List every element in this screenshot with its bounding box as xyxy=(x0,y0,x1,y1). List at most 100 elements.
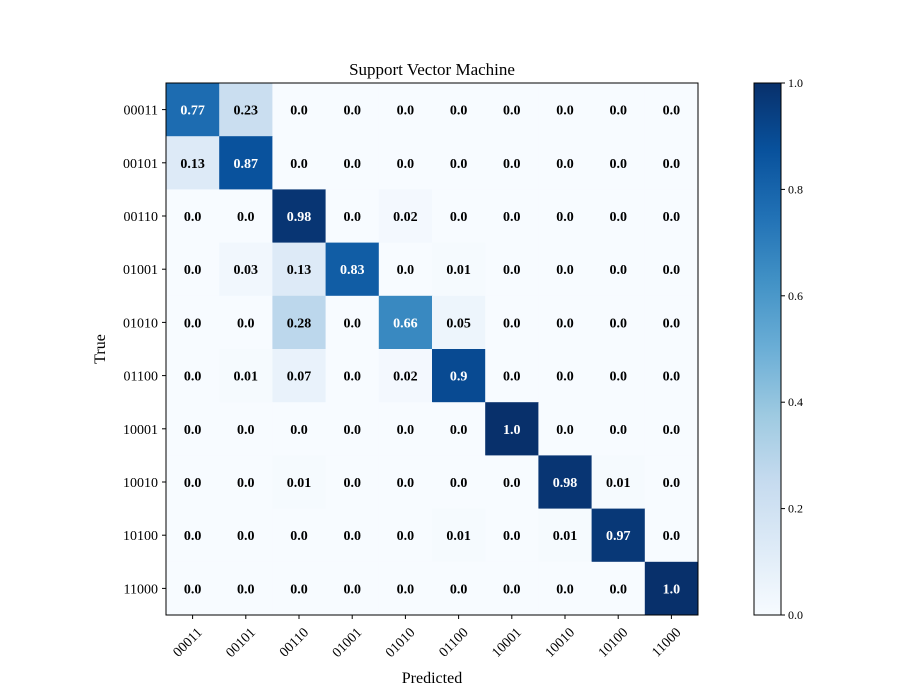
cell-value-label: 0.0 xyxy=(343,104,361,119)
cell-value-label: 0.0 xyxy=(556,263,574,278)
heatmap-cell xyxy=(166,349,220,403)
heatmap-cell xyxy=(219,189,273,244)
cell-value-label: 0.0 xyxy=(184,370,202,385)
cell-value-label: 0.0 xyxy=(237,210,255,225)
heatmap-cell xyxy=(538,455,593,510)
heatmap-cell xyxy=(538,189,593,244)
heatmap-cell xyxy=(378,508,433,563)
heatmap-cell xyxy=(272,402,327,456)
cell-value-label: 0.05 xyxy=(446,316,471,331)
cell-value-label: 0.0 xyxy=(343,529,361,544)
cell-value-label: 0.23 xyxy=(234,104,259,119)
heatmap-cell xyxy=(485,189,539,244)
x-tick-label: 00101 xyxy=(223,625,258,660)
cell-value-label: 0.0 xyxy=(556,370,574,385)
cell-value-label: 0.07 xyxy=(287,370,312,385)
y-tick-label: 00110 xyxy=(124,210,158,225)
heatmap-cell xyxy=(644,349,699,403)
heatmap-cell xyxy=(166,83,220,137)
cell-value-label: 0.0 xyxy=(184,529,202,544)
heatmap-cell xyxy=(378,349,433,403)
heatmap-cell xyxy=(378,242,433,297)
heatmap-cell xyxy=(538,136,593,190)
heatmap-cell xyxy=(272,189,327,244)
heatmap-cell xyxy=(219,242,273,297)
heatmap-cell xyxy=(538,83,593,137)
colorbar-ticks: 0.0 0.2 0.4 0.6 0.8 1.0 xyxy=(781,76,803,622)
cell-value-label: 0.02 xyxy=(393,210,418,225)
x-axis-label: Predicted xyxy=(402,670,462,687)
heatmap-cell xyxy=(644,189,699,244)
heatmap-cell xyxy=(538,242,593,297)
cell-value-label: 0.0 xyxy=(397,423,415,438)
colorbar-tick-label: 1.0 xyxy=(788,76,803,90)
cell-value-label: 0.28 xyxy=(287,316,312,331)
cell-value-label: 0.0 xyxy=(609,423,627,438)
cell-value-label: 0.0 xyxy=(343,423,361,438)
x-tick-label: 11000 xyxy=(649,625,684,660)
cell-value-label: 0.0 xyxy=(290,104,308,119)
heatmap-cell xyxy=(219,455,273,510)
y-tick-label: 01100 xyxy=(124,370,158,385)
cell-value-label: 0.0 xyxy=(609,210,627,225)
cell-value-label: 0.0 xyxy=(556,423,574,438)
x-tick-label: 01001 xyxy=(330,625,365,660)
x-tick-label: 01010 xyxy=(383,625,418,660)
cell-value-label: 0.87 xyxy=(234,157,259,172)
cell-value-label: 0.0 xyxy=(184,316,202,331)
cell-value-label: 0.0 xyxy=(450,423,468,438)
colorbar-tick-label: 0.6 xyxy=(788,289,803,303)
cell-value-label: 0.0 xyxy=(343,476,361,491)
cell-value-label: 0.0 xyxy=(503,104,521,119)
heatmap-cell xyxy=(166,242,220,297)
y-tick-label: 01001 xyxy=(123,263,158,278)
heatmap-cell xyxy=(325,189,380,244)
cell-value-label: 0.0 xyxy=(397,476,415,491)
x-tick-label: 01100 xyxy=(437,625,472,660)
cell-value-label: 0.0 xyxy=(290,423,308,438)
heatmap-cell xyxy=(591,295,646,350)
cell-value-label: 0.0 xyxy=(237,582,255,597)
y-tick-label: 10010 xyxy=(123,476,158,491)
heatmap-cell xyxy=(538,508,593,563)
cell-value-label: 0.0 xyxy=(290,529,308,544)
cell-value-label: 0.0 xyxy=(343,157,361,172)
colorbar-tick-label: 0.0 xyxy=(788,608,803,622)
x-tick-label: 10001 xyxy=(489,625,524,660)
heatmap-cell xyxy=(644,83,699,137)
cell-value-label: 0.0 xyxy=(397,104,415,119)
heatmap-cell xyxy=(485,83,539,137)
y-tick-label: 01010 xyxy=(123,316,158,331)
cell-value-label: 0.0 xyxy=(663,423,681,438)
heatmap-cell xyxy=(325,561,380,616)
heatmap-cell xyxy=(378,83,433,137)
cell-value-label: 0.0 xyxy=(663,210,681,225)
heatmap-cell xyxy=(166,508,220,563)
cell-value-label: 0.0 xyxy=(237,316,255,331)
cell-value-label: 0.0 xyxy=(450,210,468,225)
heatmap-cell xyxy=(378,455,433,510)
heatmap-cell xyxy=(378,561,433,616)
cell-value-label: 0.13 xyxy=(180,157,205,172)
cell-value-label: 0.01 xyxy=(606,476,631,491)
cell-value-label: 0.0 xyxy=(503,316,521,331)
heatmap-cell xyxy=(538,295,593,350)
cell-value-label: 0.0 xyxy=(450,476,468,491)
heatmap-cell xyxy=(325,295,380,350)
heatmap-cell xyxy=(272,455,327,510)
heatmap-cell xyxy=(485,136,539,190)
cell-value-label: 0.0 xyxy=(663,157,681,172)
cell-value-label: 0.0 xyxy=(503,476,521,491)
heatmap-cell xyxy=(272,242,327,297)
heatmap-cell xyxy=(485,242,539,297)
heatmap-cell xyxy=(272,83,327,137)
heatmap-cell xyxy=(166,189,220,244)
cell-value-label: 0.01 xyxy=(553,529,578,544)
heatmap-cell xyxy=(325,83,380,137)
cell-value-label: 0.0 xyxy=(663,370,681,385)
heatmap-cell xyxy=(644,242,699,297)
cell-value-label: 0.98 xyxy=(287,210,312,225)
cell-value-label: 0.03 xyxy=(234,263,259,278)
cell-value-label: 0.0 xyxy=(343,370,361,385)
